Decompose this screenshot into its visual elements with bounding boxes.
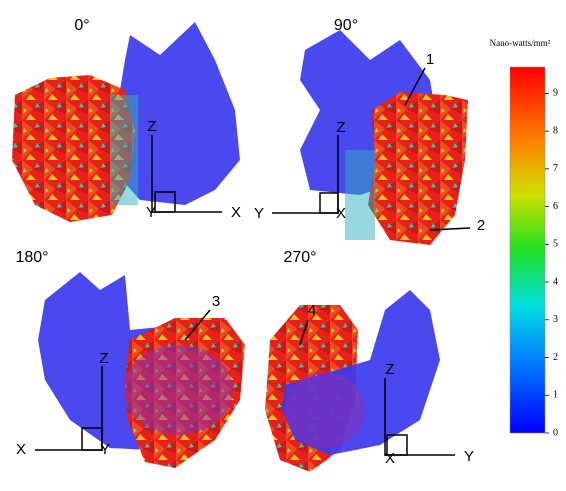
axis-label: Y (146, 204, 156, 221)
tick-label: 1 (553, 390, 558, 401)
gradient-band (110, 95, 138, 205)
overlap (285, 372, 365, 448)
panel-angle: 0° (74, 17, 89, 34)
tick-label: 3 (553, 314, 558, 325)
tick-label: 2 (553, 352, 558, 363)
colorbar-scale (510, 67, 545, 433)
axis-label: Z (336, 119, 345, 136)
colorbar-title: Nano-watts/mm² (490, 38, 551, 48)
tissue-mesh (368, 92, 468, 245)
panel-angle: 180° (15, 249, 48, 266)
axis-label: Y (254, 205, 264, 222)
tick-label: 9 (553, 88, 558, 99)
tick-label: 0 (553, 427, 558, 438)
gradient-band (345, 150, 375, 240)
panel-0: 0° Z Y X (12, 17, 241, 222)
figure: 0° Z Y X 90° Z Y X 1 2 180° Z X Y 3 (0, 0, 566, 491)
axis-label: X (16, 441, 26, 458)
panel-angle: 270° (283, 249, 316, 266)
tick-label: 6 (553, 201, 558, 212)
axis-label: Z (147, 118, 156, 135)
axis-label: Y (464, 448, 474, 465)
axis-label: X (231, 204, 241, 221)
tick-label: 7 (553, 163, 558, 174)
panel-90: 90° Z Y X 1 2 (254, 17, 485, 245)
tick-label: 4 (553, 276, 558, 287)
tick-label: 8 (553, 125, 558, 136)
panel-270: 270° Z X Y 4 (265, 249, 474, 472)
axis-label: X (385, 450, 395, 467)
annotation: 1 (426, 51, 434, 68)
axis-label: Z (385, 361, 394, 378)
axis-label: Y (100, 441, 110, 458)
panel-angle: 90° (334, 17, 358, 34)
overlap (123, 345, 233, 435)
annotation: 2 (477, 217, 485, 234)
panel-180: 180° Z X Y 3 (15, 249, 245, 468)
axis-label: X (336, 205, 346, 222)
axis-label: Z (99, 350, 108, 367)
annotation: 3 (212, 293, 220, 310)
tick-label: 5 (553, 239, 558, 250)
annotation: 4 (308, 302, 316, 319)
colorbar: Nano-watts/mm² 0 1 2 3 4 5 6 7 8 9 (490, 38, 558, 438)
